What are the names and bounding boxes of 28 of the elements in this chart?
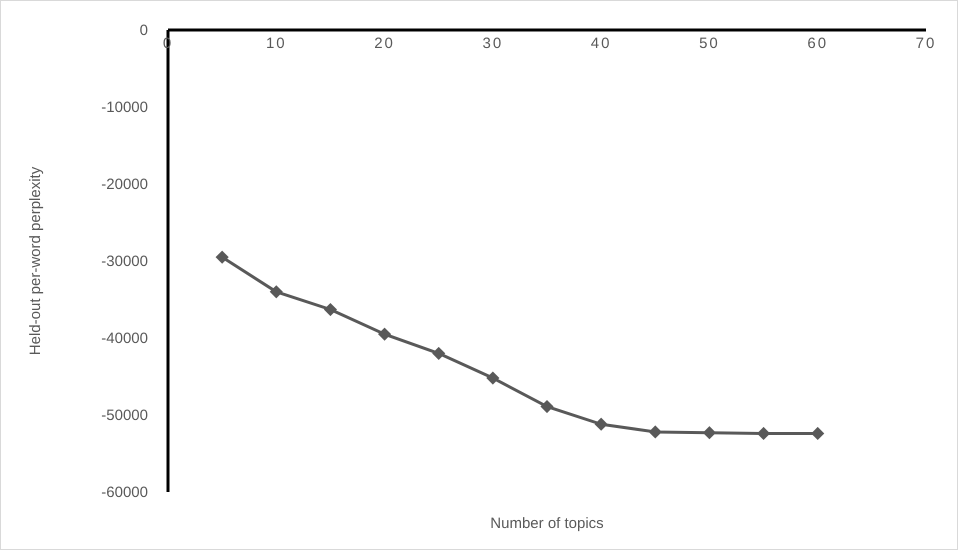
x-tick-label: 70 bbox=[916, 35, 936, 52]
point bbox=[486, 371, 500, 385]
point bbox=[811, 426, 824, 440]
point bbox=[648, 425, 662, 439]
point bbox=[594, 418, 608, 431]
point bbox=[378, 328, 392, 341]
y-tick-label: -40000 bbox=[101, 330, 148, 347]
point bbox=[216, 250, 229, 264]
x-tick-label: 20 bbox=[374, 35, 395, 52]
x-tick-label: 10 bbox=[266, 35, 287, 52]
point bbox=[270, 285, 283, 298]
x-tick-label: 40 bbox=[590, 35, 612, 52]
x-tick-label: 30 bbox=[482, 35, 504, 52]
x-axis-title: Number of topics bbox=[490, 515, 604, 532]
point bbox=[540, 400, 554, 414]
y-tick-label: -60000 bbox=[101, 484, 148, 501]
y-tick-label: 0 bbox=[140, 22, 148, 39]
x-tick-label: 50 bbox=[699, 35, 720, 52]
point bbox=[702, 426, 716, 440]
point bbox=[757, 426, 770, 440]
x-tick-label: 60 bbox=[807, 35, 828, 52]
y-tick-label: -20000 bbox=[101, 176, 148, 193]
point bbox=[324, 302, 337, 316]
y-tick-label: -10000 bbox=[101, 99, 148, 116]
y-axis-title: Held-out per-word perplexity bbox=[27, 166, 44, 356]
point bbox=[432, 346, 446, 360]
y-tick-label: -50000 bbox=[101, 407, 148, 424]
y-tick-label: -30000 bbox=[101, 253, 148, 270]
